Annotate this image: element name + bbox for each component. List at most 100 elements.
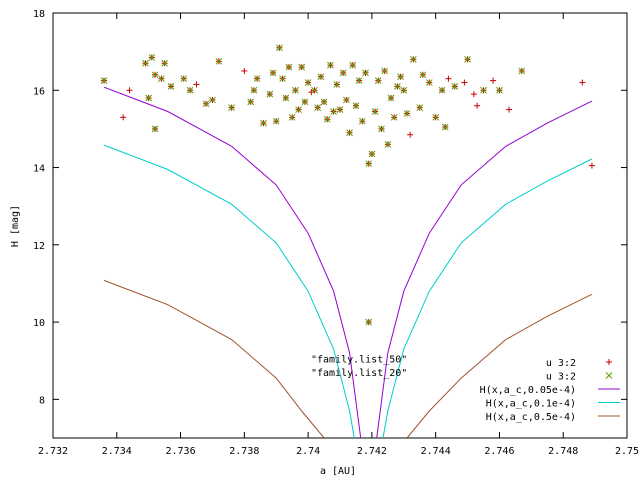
data-point bbox=[358, 117, 366, 125]
curve-right bbox=[406, 293, 593, 438]
data-point bbox=[145, 94, 153, 102]
data-point bbox=[314, 104, 322, 112]
curves bbox=[103, 86, 593, 438]
data-point bbox=[496, 86, 503, 94]
data-point bbox=[409, 56, 417, 63]
data-point bbox=[215, 57, 223, 65]
annotation: "family.list_50" bbox=[311, 355, 407, 366]
data-point bbox=[100, 77, 108, 84]
data-point bbox=[250, 86, 258, 94]
data-point bbox=[343, 96, 350, 104]
data-point bbox=[241, 67, 248, 74]
data-point bbox=[193, 81, 200, 88]
data-point bbox=[339, 69, 347, 77]
data-point bbox=[397, 73, 404, 81]
data-point bbox=[371, 108, 379, 115]
data-point bbox=[588, 162, 595, 169]
y-tick-label: 10 bbox=[33, 318, 45, 329]
legend-label: H(x,a_c,0.5e-4) bbox=[486, 412, 576, 423]
data-point bbox=[285, 63, 293, 71]
annotation: "family.list_20" bbox=[311, 368, 407, 379]
data-point bbox=[474, 102, 481, 109]
y-tick-label: 12 bbox=[33, 241, 45, 252]
data-point bbox=[349, 61, 357, 69]
data-point bbox=[451, 83, 459, 90]
data-point bbox=[394, 83, 401, 90]
data-point bbox=[470, 91, 477, 98]
x-tick-label: 2.748 bbox=[548, 446, 578, 457]
x-axis-label: a [AU] bbox=[320, 466, 356, 477]
data-point bbox=[276, 44, 283, 52]
data-point bbox=[269, 69, 277, 77]
data-point bbox=[378, 125, 385, 133]
x-tick-label: 2.738 bbox=[229, 446, 259, 457]
data-point bbox=[266, 90, 274, 98]
x-tick-label: 2.75 bbox=[615, 446, 639, 457]
y-tick-label: 8 bbox=[39, 395, 45, 406]
curve-right bbox=[376, 100, 593, 438]
data-point bbox=[247, 98, 255, 106]
legend: u 3:2 u 3:2 H(x,a_c,0.05e-4) H(x,a_c,0.1e-4… bbox=[480, 358, 620, 423]
data-point bbox=[400, 86, 408, 94]
data-point bbox=[518, 67, 526, 75]
data-point bbox=[384, 141, 392, 148]
data-point bbox=[432, 113, 440, 121]
plot-frame bbox=[52, 12, 628, 439]
x-tick-label: 2.734 bbox=[102, 446, 132, 457]
y-axis-label: H [mag] bbox=[10, 205, 21, 247]
data-point bbox=[298, 63, 306, 71]
data-point bbox=[228, 104, 235, 112]
data-point bbox=[292, 86, 299, 94]
x-tick-label: 2.742 bbox=[357, 446, 387, 457]
curve-left bbox=[103, 144, 355, 438]
data-point bbox=[425, 79, 433, 86]
y-tick-label: 14 bbox=[33, 164, 45, 175]
data-points bbox=[100, 44, 595, 326]
x-tick-label: 2.746 bbox=[484, 446, 514, 457]
data-point bbox=[320, 98, 328, 106]
data-point bbox=[151, 71, 159, 79]
data-point bbox=[151, 125, 159, 133]
data-point bbox=[362, 69, 369, 77]
data-point bbox=[202, 100, 210, 108]
data-point bbox=[279, 75, 286, 83]
data-point bbox=[209, 96, 216, 104]
data-point bbox=[506, 106, 513, 113]
curve-left bbox=[103, 279, 325, 438]
data-point bbox=[464, 56, 471, 63]
data-point bbox=[365, 318, 373, 326]
data-point bbox=[161, 59, 168, 67]
data-point bbox=[579, 79, 586, 86]
data-point bbox=[365, 160, 373, 168]
data-point bbox=[336, 106, 344, 113]
data-point bbox=[317, 73, 325, 81]
data-point bbox=[148, 54, 156, 61]
data-point bbox=[308, 89, 315, 96]
curve-right bbox=[382, 158, 593, 438]
data-point bbox=[120, 114, 127, 121]
data-point bbox=[158, 75, 165, 83]
data-point bbox=[272, 117, 280, 125]
data-point bbox=[368, 150, 376, 158]
data-point bbox=[445, 75, 452, 82]
data-point bbox=[403, 110, 411, 117]
data-point bbox=[142, 59, 149, 67]
data-point bbox=[333, 81, 341, 88]
data-point bbox=[260, 119, 267, 127]
data-point bbox=[253, 75, 261, 83]
data-point bbox=[490, 77, 497, 84]
data-point bbox=[374, 77, 382, 84]
legend-swatch bbox=[606, 359, 612, 365]
data-point bbox=[480, 86, 487, 94]
curve-left bbox=[103, 86, 362, 438]
data-point bbox=[311, 86, 318, 94]
data-point bbox=[416, 104, 424, 112]
data-point bbox=[282, 94, 290, 102]
data-point bbox=[327, 61, 334, 69]
data-point bbox=[330, 108, 337, 115]
data-point bbox=[186, 86, 194, 94]
data-point bbox=[387, 94, 395, 102]
y-tick-label: 16 bbox=[33, 86, 45, 97]
legend-swatch bbox=[605, 372, 613, 379]
